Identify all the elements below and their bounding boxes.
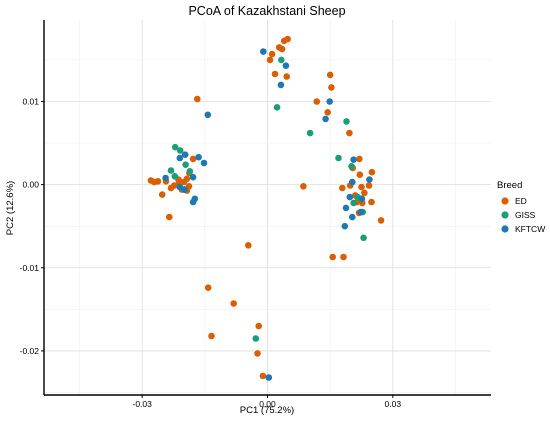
legend-marker-giss bbox=[501, 211, 509, 219]
point-ed bbox=[340, 253, 347, 261]
point-ed bbox=[326, 71, 334, 79]
legend-label-kftcw: KFTCW bbox=[515, 224, 545, 234]
point-kftcw bbox=[341, 222, 349, 230]
point-giss bbox=[171, 143, 179, 151]
point-kftcw bbox=[195, 153, 202, 161]
legend-title: Breed bbox=[497, 180, 522, 191]
point-giss bbox=[273, 104, 281, 111]
point-kftcw bbox=[349, 213, 356, 221]
x-tick-label: 0.03 bbox=[385, 399, 402, 409]
point-kftcw bbox=[346, 193, 354, 201]
point-ed bbox=[365, 182, 373, 189]
point-ed bbox=[356, 155, 363, 163]
point-ed bbox=[254, 350, 261, 357]
y-tick-label: -0.02 bbox=[20, 346, 40, 356]
point-giss bbox=[343, 118, 350, 125]
data-points bbox=[147, 35, 385, 381]
point-ed bbox=[166, 213, 173, 221]
point-kftcw bbox=[366, 176, 373, 183]
point-kftcw bbox=[342, 204, 350, 212]
point-kftcw bbox=[181, 151, 189, 158]
point-ed bbox=[358, 183, 365, 191]
point-kftcw bbox=[358, 195, 366, 203]
point-giss bbox=[186, 168, 194, 175]
point-ed bbox=[167, 184, 175, 192]
legend-label-giss: GISS bbox=[515, 210, 536, 220]
point-ed bbox=[204, 284, 212, 292]
point-ed bbox=[194, 95, 201, 103]
point-ed bbox=[280, 37, 288, 45]
point-ed bbox=[255, 322, 262, 330]
point-kftcw bbox=[322, 115, 329, 123]
point-giss bbox=[360, 234, 367, 242]
legend-marker-kftcw bbox=[501, 225, 509, 233]
point-kftcw bbox=[176, 154, 184, 162]
point-kftcw bbox=[326, 98, 334, 105]
grid bbox=[44, 20, 491, 395]
point-ed bbox=[368, 198, 375, 206]
point-ed bbox=[328, 84, 335, 91]
point-ed bbox=[208, 332, 215, 340]
point-ed bbox=[339, 184, 346, 192]
point-ed bbox=[346, 129, 353, 137]
point-giss bbox=[182, 161, 189, 168]
y-tick-label: 0.00 bbox=[22, 180, 39, 190]
x-axis-label: PC1 (75.2%) bbox=[240, 405, 294, 416]
point-ed bbox=[266, 56, 274, 64]
y-tick-label: 0.01 bbox=[22, 96, 39, 106]
point-giss bbox=[176, 147, 184, 154]
point-kftcw bbox=[189, 173, 197, 181]
point-ed bbox=[268, 50, 276, 58]
point-giss bbox=[278, 56, 285, 64]
point-kftcw bbox=[265, 374, 273, 381]
point-giss bbox=[350, 199, 357, 207]
point-ed bbox=[313, 98, 321, 105]
legend-marker-ed bbox=[501, 197, 509, 205]
point-kftcw bbox=[260, 48, 267, 55]
point-kftcw bbox=[204, 111, 212, 119]
point-kftcw bbox=[189, 198, 197, 206]
point-ed bbox=[329, 253, 337, 261]
point-ed bbox=[300, 183, 307, 190]
point-ed bbox=[180, 178, 188, 186]
point-ed bbox=[368, 168, 376, 176]
point-kftcw bbox=[350, 156, 357, 163]
legend: Breed ED GISS KFTCW bbox=[497, 180, 545, 234]
point-ed bbox=[377, 217, 385, 224]
point-giss bbox=[171, 173, 179, 180]
point-ed bbox=[245, 242, 252, 249]
chart-title: PCoA of Kazakhstani Sheep bbox=[188, 4, 345, 18]
point-giss bbox=[167, 167, 175, 174]
point-ed bbox=[283, 73, 291, 80]
point-kftcw bbox=[357, 208, 365, 216]
point-giss bbox=[348, 163, 355, 170]
y-tick-label: -0.01 bbox=[20, 263, 40, 273]
point-kftcw bbox=[282, 62, 290, 69]
point-kftcw bbox=[200, 159, 208, 167]
point-ed bbox=[230, 300, 237, 307]
point-kftcw bbox=[277, 81, 285, 89]
point-giss bbox=[252, 335, 260, 342]
point-ed bbox=[151, 178, 158, 186]
ticks: -0.03 0.00 0.03 0.01 0.00 -0.01 -0.02 bbox=[20, 96, 402, 409]
point-ed bbox=[271, 70, 279, 78]
x-tick-label: -0.03 bbox=[132, 399, 152, 409]
point-kftcw bbox=[162, 174, 169, 182]
point-ed bbox=[356, 171, 364, 178]
point-ed bbox=[278, 45, 286, 53]
y-axis-label: PC2 (12.6%) bbox=[5, 181, 16, 235]
point-ed bbox=[259, 372, 267, 380]
point-ed bbox=[324, 109, 332, 116]
point-ed bbox=[189, 155, 197, 163]
point-kftcw bbox=[349, 178, 356, 186]
point-giss bbox=[335, 154, 342, 162]
point-giss bbox=[306, 129, 314, 137]
legend-label-ed: ED bbox=[515, 196, 527, 206]
point-ed bbox=[158, 191, 166, 198]
point-kftcw bbox=[181, 186, 188, 193]
x-tick-label: 0.00 bbox=[259, 399, 276, 409]
point-ed bbox=[361, 189, 368, 197]
